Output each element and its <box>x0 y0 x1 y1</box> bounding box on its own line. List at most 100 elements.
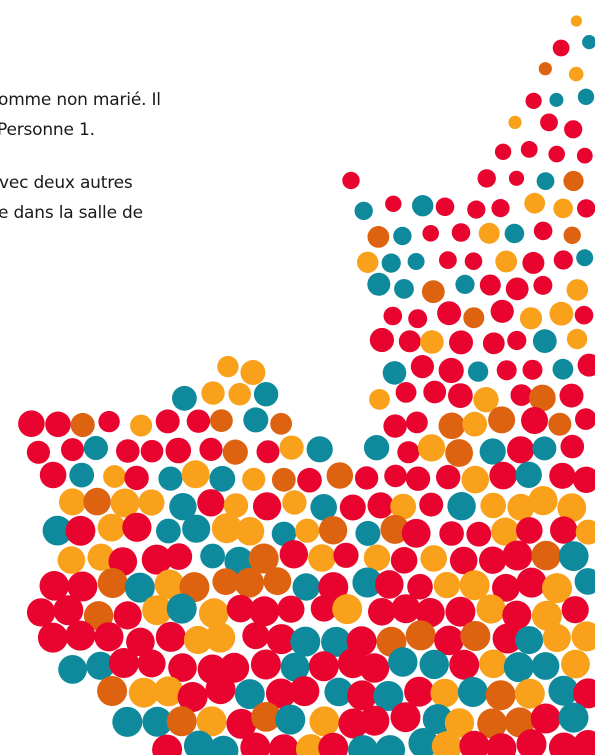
dot <box>352 567 383 598</box>
dot <box>318 732 349 755</box>
dot <box>142 595 173 626</box>
dot <box>126 627 155 657</box>
dot <box>415 598 445 628</box>
dot <box>419 649 449 680</box>
dot <box>280 652 310 682</box>
dot <box>275 704 306 735</box>
dot <box>480 492 507 519</box>
dot <box>560 434 585 459</box>
dot <box>113 601 142 630</box>
dot <box>266 624 297 655</box>
dot <box>461 465 490 494</box>
dot <box>457 677 488 707</box>
dot <box>477 708 508 739</box>
dot <box>563 170 584 192</box>
dot <box>553 198 573 219</box>
dot <box>421 280 445 304</box>
dot <box>348 735 379 755</box>
dot <box>438 357 464 384</box>
dot <box>97 568 128 598</box>
dot <box>582 35 595 50</box>
dot <box>571 621 595 652</box>
dot <box>208 735 239 755</box>
dot <box>549 462 576 489</box>
dot <box>435 197 455 217</box>
dot <box>486 733 517 755</box>
dot <box>318 516 348 545</box>
dot <box>342 171 360 190</box>
dot <box>563 226 581 244</box>
dot <box>410 355 434 379</box>
dot <box>240 360 266 385</box>
dot <box>222 439 248 465</box>
dot <box>522 359 543 380</box>
dot <box>270 412 292 435</box>
dot <box>183 730 214 755</box>
dot <box>573 730 595 755</box>
dot <box>449 330 473 355</box>
dot <box>210 409 233 432</box>
dot <box>326 462 354 489</box>
dot <box>531 652 560 680</box>
dot <box>393 226 412 246</box>
dot <box>533 221 553 241</box>
dot <box>253 492 282 521</box>
dot <box>110 488 140 518</box>
dot <box>363 544 391 571</box>
dot <box>408 309 428 329</box>
dot <box>462 411 488 437</box>
dot <box>390 702 421 733</box>
dot <box>324 677 354 707</box>
dot <box>308 544 336 572</box>
dot <box>201 381 225 405</box>
dot <box>57 546 86 574</box>
dot <box>251 702 281 732</box>
dot <box>186 409 211 433</box>
dot <box>217 355 239 378</box>
dot <box>422 704 453 735</box>
dot <box>552 358 574 380</box>
dot <box>412 195 434 217</box>
dot <box>577 353 595 377</box>
dot <box>550 516 578 544</box>
dot <box>219 652 250 683</box>
dot <box>321 626 352 657</box>
dot <box>394 279 414 299</box>
dot <box>573 678 595 709</box>
dot <box>243 407 269 433</box>
dot <box>168 653 197 682</box>
dot <box>42 515 73 546</box>
dot <box>197 489 225 517</box>
dot <box>382 361 407 385</box>
dot <box>226 594 255 623</box>
dot <box>182 514 211 543</box>
dot <box>289 676 320 707</box>
dot <box>568 66 584 82</box>
dot <box>45 411 71 438</box>
dot <box>530 703 561 734</box>
dot <box>401 518 431 548</box>
dot <box>417 434 446 462</box>
dot <box>59 488 86 516</box>
dot <box>573 466 595 493</box>
dot <box>234 568 264 598</box>
dot <box>395 382 417 403</box>
dot <box>268 734 299 755</box>
dot <box>363 435 390 461</box>
dot <box>491 517 520 546</box>
dot <box>574 568 595 595</box>
dot <box>479 649 508 679</box>
dot <box>524 192 546 214</box>
dot <box>256 440 280 464</box>
dot <box>141 544 172 575</box>
dot <box>477 169 496 188</box>
dot <box>306 436 333 463</box>
dot <box>122 512 152 542</box>
dot <box>116 439 140 463</box>
dot <box>491 199 510 218</box>
dot <box>39 461 67 489</box>
dot <box>375 570 404 599</box>
dot <box>83 435 108 461</box>
dot <box>26 598 56 627</box>
